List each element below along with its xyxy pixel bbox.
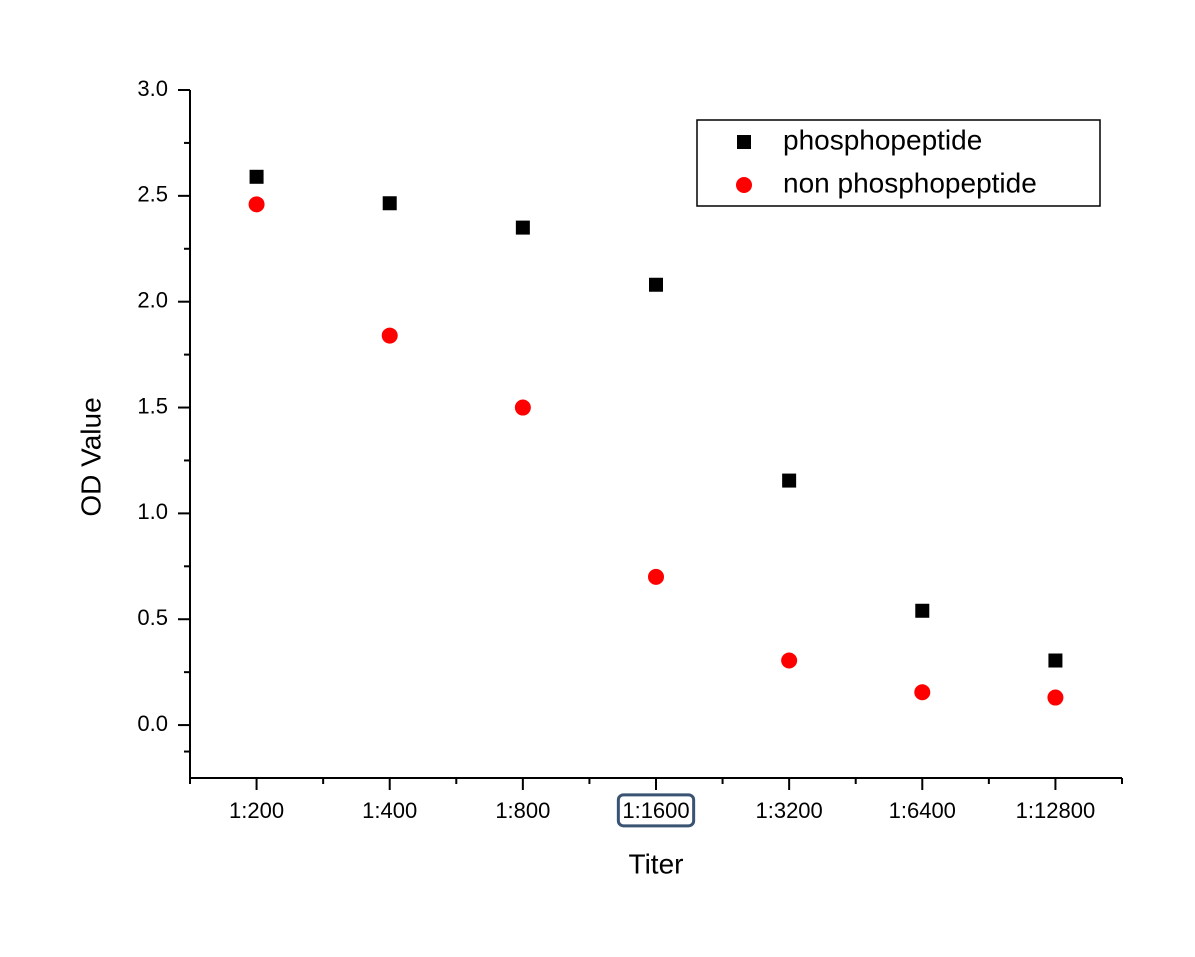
circle-point bbox=[514, 399, 531, 416]
y-tick-label: 3.0 bbox=[137, 76, 168, 101]
circle-point bbox=[1047, 689, 1064, 706]
y-tick-label: 1.0 bbox=[137, 499, 168, 524]
square-point bbox=[782, 473, 797, 488]
square-point bbox=[1048, 653, 1063, 668]
square-point bbox=[737, 135, 751, 149]
circle-point bbox=[736, 177, 752, 193]
y-tick-label: 0.5 bbox=[137, 605, 168, 630]
x-tick-label: 1:400 bbox=[362, 798, 417, 823]
square-point bbox=[915, 603, 930, 618]
circle-point bbox=[914, 684, 931, 701]
x-tick-label: 1:200 bbox=[229, 798, 284, 823]
y-tick-label: 2.5 bbox=[137, 182, 168, 207]
circle-point bbox=[648, 568, 664, 585]
x-tick-label: 1:12800 bbox=[1016, 798, 1096, 823]
y-tick-label: 2.0 bbox=[137, 288, 168, 313]
y-tick-label: 0.0 bbox=[137, 711, 168, 736]
circle-point bbox=[248, 196, 265, 213]
square-point bbox=[649, 277, 663, 292]
legend-box bbox=[696, 119, 1101, 207]
x-tick-label: 1:800 bbox=[495, 798, 550, 823]
circle-point bbox=[781, 652, 798, 669]
x-tick-label: 1:1600 bbox=[622, 798, 689, 823]
highlight-box bbox=[616, 793, 696, 828]
y-tick-label: 1.5 bbox=[137, 393, 168, 418]
circle-point bbox=[381, 327, 398, 344]
x-tick-label: 1:6400 bbox=[889, 798, 956, 823]
x-tick-label: 1:3200 bbox=[755, 798, 822, 823]
y-axis-title: OD Value bbox=[75, 397, 106, 516]
legend-label: phosphopeptide bbox=[783, 124, 982, 155]
legend-label: non phosphopeptide bbox=[783, 167, 1037, 198]
square-point bbox=[515, 220, 530, 235]
square-point bbox=[249, 169, 264, 184]
x-axis-title: Titer bbox=[629, 848, 684, 879]
square-point bbox=[382, 196, 397, 211]
